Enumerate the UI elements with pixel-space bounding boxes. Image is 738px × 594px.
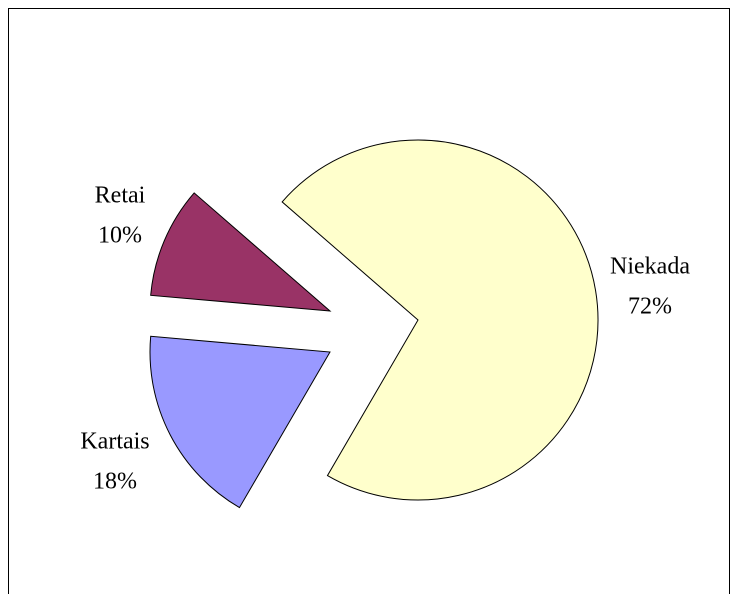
chart-frame bbox=[8, 8, 730, 594]
slice-label: Kartais bbox=[80, 429, 149, 455]
pie-slice bbox=[281, 139, 599, 501]
slice-label: Niekada bbox=[610, 254, 690, 280]
slice-label: Retai bbox=[95, 183, 146, 209]
slice-value-label: 10% bbox=[98, 223, 142, 249]
slice-value-label: 18% bbox=[93, 469, 137, 495]
slice-value-label: 72% bbox=[628, 294, 672, 320]
pie-slice bbox=[150, 192, 332, 312]
pie-slice bbox=[149, 335, 331, 509]
